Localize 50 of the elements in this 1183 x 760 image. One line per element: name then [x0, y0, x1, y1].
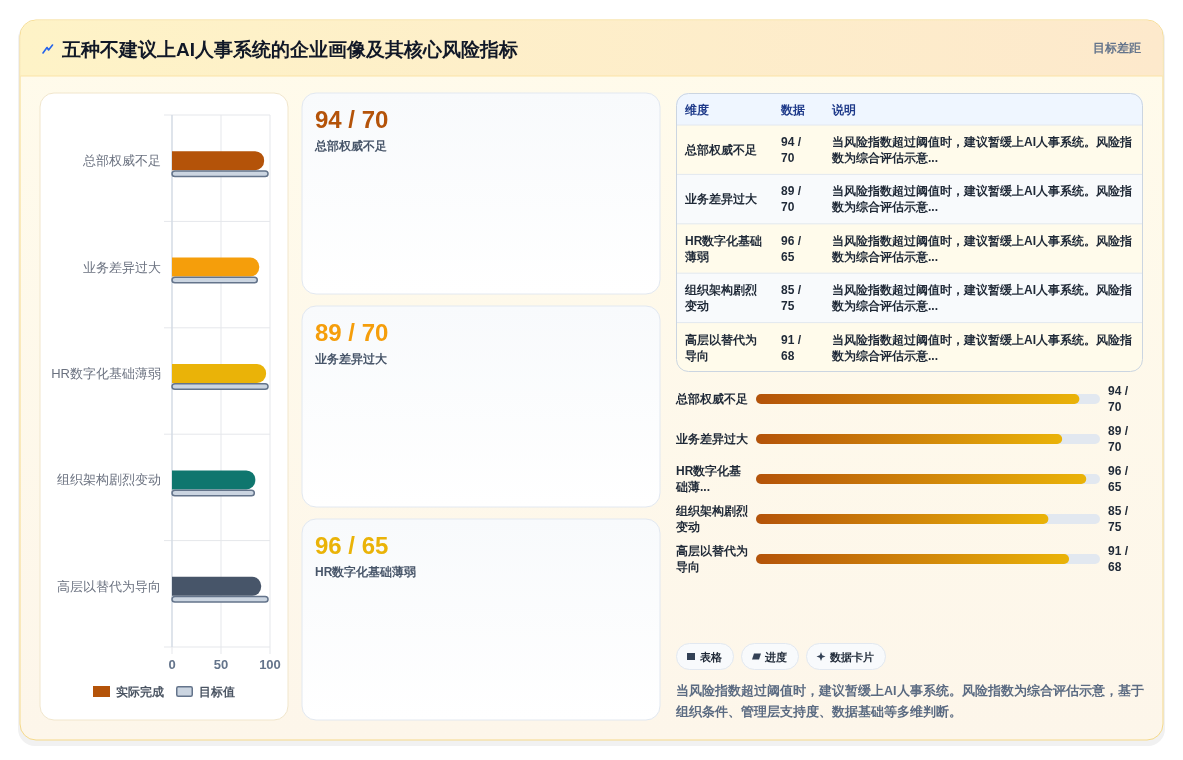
text: 说明 [831, 102, 856, 117]
text: 维度 [684, 102, 709, 117]
text: 94 / 70 [781, 135, 802, 166]
legend-label: 目标值 [199, 685, 235, 699]
text: 89 / 70 [781, 184, 802, 215]
text: 当风险指数超过阈值时，建议暂缓上AI人事系统。风险指数为综合评估示意... [831, 332, 1132, 363]
x-tick-label: 100 [259, 657, 281, 672]
text: 数据 [780, 102, 805, 117]
bar [172, 257, 260, 277]
bar [172, 151, 265, 171]
text: 91 / 68 [781, 332, 802, 363]
y-tick-label: HR数字化基础薄弱 [51, 366, 161, 381]
y-tick-label: 总部权威不足 [82, 153, 161, 169]
y-tick-label: 业务差异过大 [83, 259, 161, 275]
y-tick-label: HR数字化基础薄... [675, 464, 742, 495]
bar [172, 576, 262, 596]
y-tick-label: 业务差异过大 [675, 432, 749, 447]
text: 94 / 70 [315, 106, 389, 133]
text: 当风险指数超过阈值时，建议暂缓上AI人事系统。风险指数为综合评估示意... [831, 283, 1132, 314]
category-label: HR数字化基础薄弱 [315, 565, 417, 579]
x-tick-label: 50 [213, 657, 229, 672]
text: 当风险指数超过阈值时，建议暂缓上AI人事系统。风险指数为综合评估示意... [831, 184, 1132, 215]
text: 数据卡片 [829, 650, 874, 663]
bar [172, 470, 256, 490]
category-label: 总部权威不足 [314, 139, 387, 153]
text: 当风险指数超过阈值时，建议暂缓上AI人事系统。风险指数为综合评估示意，基于组织条件、管理层支持度、数据基础等多维判断。 [675, 683, 1144, 719]
text: 五种不建议上AI人事系统的企业画像及其核心风险指标 [61, 39, 518, 60]
data-label: 91 / 68 [1108, 544, 1129, 575]
text: 85 / 75 [781, 283, 802, 314]
text: 目标差距 [1093, 41, 1141, 55]
text: 表格 [699, 650, 723, 663]
y-tick-label: 总部权威不足 [675, 392, 748, 407]
text: 当风险指数超过阈值时，建议暂缓上AI人事系统。风险指数为综合评估示意... [831, 135, 1132, 166]
data-label: 85 / 75 [1108, 504, 1129, 535]
y-tick-label: 高层以替代为导向 [676, 544, 748, 575]
data-label: 96 / 65 [1108, 464, 1129, 495]
text: 96 / 65 [315, 532, 389, 559]
y-tick-label: 组织架构剧烈变动 [57, 472, 161, 488]
text: 当风险指数超过阈值时，建议暂缓上AI人事系统。风险指数为综合评估示意... [831, 233, 1132, 264]
data-label: 89 / 70 [1108, 424, 1129, 455]
category-label: 业务差异过大 [314, 352, 388, 366]
data-label: 94 / 70 [1108, 384, 1129, 415]
text: 进度 [764, 650, 787, 663]
x-tick-label: 0 [168, 657, 176, 672]
legend-label: 实际完成 [116, 685, 164, 699]
y-tick-label: 组织架构剧烈变动 [675, 504, 748, 535]
y-tick-label: 高层以替代为导向 [57, 578, 161, 594]
text: 89 / 70 [315, 319, 389, 346]
bar [172, 364, 267, 383]
text: 96 / 65 [781, 233, 802, 264]
